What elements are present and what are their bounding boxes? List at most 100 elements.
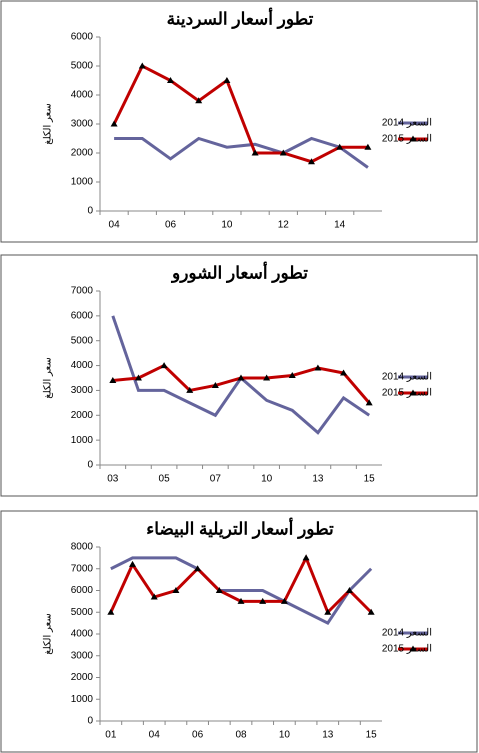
- y-tick-label: 2000: [71, 410, 94, 421]
- marker: [110, 120, 118, 127]
- marker: [288, 372, 296, 379]
- y-axis-label: سعر الكلغ: [43, 103, 54, 144]
- y-tick-label: 8000: [71, 542, 94, 553]
- y-tick-label: 2000: [71, 148, 94, 159]
- legend-marker: [409, 389, 417, 396]
- y-tick-label: 3000: [71, 650, 94, 661]
- x-tick-label: 06: [192, 730, 204, 741]
- y-tick-label: 4000: [71, 360, 94, 371]
- y-tick-label: 5000: [71, 61, 94, 72]
- legend-label: السعر 2015: [382, 644, 432, 655]
- chart-title: تطور أسعار التريلية البيضاء: [146, 516, 334, 539]
- marker: [237, 374, 245, 381]
- marker: [280, 597, 288, 604]
- x-tick-label: 14: [334, 220, 346, 231]
- y-tick-label: 4000: [71, 629, 94, 640]
- marker: [186, 386, 194, 393]
- marker: [340, 369, 348, 376]
- marker: [172, 587, 180, 593]
- y-tick-label: 3000: [71, 119, 94, 130]
- y-tick-label: 0: [87, 716, 93, 727]
- chart-title: تطور أسعار الشورو: [170, 260, 308, 283]
- x-tick-label: 10: [221, 220, 233, 231]
- marker: [365, 399, 373, 406]
- x-tick-label: 05: [159, 474, 171, 485]
- y-tick-label: 2000: [71, 672, 94, 683]
- marker: [324, 608, 332, 615]
- x-tick-label: 12: [278, 220, 290, 231]
- y-tick-label: 7000: [71, 563, 94, 574]
- marker: [364, 143, 372, 150]
- y-tick-label: 7000: [71, 286, 94, 297]
- y-tick-label: 6000: [71, 585, 94, 596]
- marker: [263, 374, 271, 381]
- marker: [251, 149, 259, 156]
- line-series: [114, 136, 369, 169]
- x-tick-label: 07: [210, 474, 222, 485]
- line-series: [110, 556, 373, 626]
- y-tick-label: 5000: [71, 607, 94, 618]
- chart: تطور أسعار الشورو سعر الكلغ 0 1000 2000 3000 4…: [0, 254, 478, 497]
- chart-frame: [0, 254, 478, 497]
- y-axis-label: سعر الكلغ: [43, 357, 54, 398]
- x-tick-label: 04: [149, 730, 161, 741]
- marker: [302, 554, 310, 561]
- marker: [211, 381, 219, 388]
- marker: [367, 608, 375, 615]
- x-tick-label: 06: [165, 220, 177, 231]
- y-tick-label: 3000: [71, 385, 94, 396]
- x-tick-label: 10: [279, 730, 291, 741]
- x-tick-label: 15: [364, 474, 376, 485]
- x-tick-label: 15: [366, 730, 378, 741]
- legend-label: السعر 2015: [382, 388, 432, 399]
- chart-frame: [0, 0, 478, 243]
- legend-label: السعر 2014: [382, 372, 432, 383]
- x-tick-label: 04: [109, 220, 121, 231]
- marker: [223, 77, 231, 83]
- y-tick-label: 5000: [71, 335, 94, 346]
- y-axis-label: سعر الكلغ: [43, 613, 54, 654]
- x-tick-label: 13: [322, 730, 334, 741]
- legend-label: السعر 2014: [382, 118, 432, 129]
- legend-label: السعر 2014: [382, 628, 432, 639]
- y-tick-label: 4000: [71, 90, 94, 101]
- marker: [138, 62, 146, 69]
- legend-label: السعر 2015: [382, 134, 432, 145]
- x-tick-label: 13: [312, 474, 324, 485]
- marker: [308, 158, 315, 165]
- marker: [336, 143, 344, 150]
- line-series: [112, 63, 368, 164]
- y-tick-label: 6000: [71, 310, 94, 321]
- y-tick-label: 0: [87, 206, 93, 217]
- marker: [107, 608, 115, 615]
- marker: [215, 587, 223, 593]
- marker: [129, 560, 137, 567]
- marker: [167, 77, 174, 83]
- x-tick-label: 10: [261, 474, 273, 485]
- marker: [134, 374, 142, 381]
- marker: [259, 597, 267, 604]
- x-tick-label: 08: [235, 730, 247, 741]
- chart-frame: [0, 510, 478, 753]
- marker: [279, 149, 287, 156]
- marker: [109, 376, 117, 383]
- marker: [150, 593, 158, 600]
- chart: تطور أسعار السردينة سعر الكلغ 0 1000 2000 300…: [0, 0, 478, 243]
- legend-marker: [409, 645, 417, 652]
- marker: [314, 364, 322, 371]
- marker: [237, 597, 245, 604]
- marker: [345, 587, 353, 593]
- y-tick-label: 1000: [71, 694, 94, 705]
- y-tick-label: 1000: [71, 435, 94, 446]
- y-tick-label: 6000: [71, 32, 94, 43]
- chart-title: تطور أسعار السردينة: [167, 6, 314, 29]
- y-tick-label: 1000: [71, 177, 94, 188]
- y-tick-label: 0: [87, 460, 93, 471]
- legend-marker: [409, 135, 417, 142]
- x-tick-label: 01: [105, 730, 117, 741]
- marker: [160, 362, 168, 369]
- marker: [195, 97, 203, 104]
- marker: [194, 565, 202, 572]
